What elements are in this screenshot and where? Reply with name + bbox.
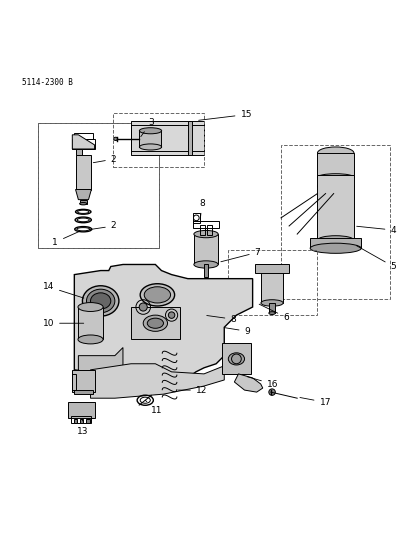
Bar: [73, 419, 77, 423]
Ellipse shape: [194, 230, 218, 238]
Bar: [86, 419, 90, 423]
Bar: [222, 343, 251, 374]
Bar: [228, 251, 317, 315]
Text: 17: 17: [300, 398, 331, 407]
Bar: [200, 225, 205, 235]
Bar: [204, 264, 208, 277]
Text: 3: 3: [141, 118, 154, 136]
Bar: [74, 390, 93, 394]
Ellipse shape: [91, 293, 111, 309]
Bar: [317, 175, 354, 240]
Text: 6: 6: [259, 304, 289, 321]
Bar: [76, 149, 82, 155]
Ellipse shape: [144, 287, 171, 303]
Bar: [207, 225, 212, 235]
Ellipse shape: [114, 137, 118, 141]
Bar: [74, 133, 93, 139]
Text: 11: 11: [145, 400, 163, 415]
Text: 10: 10: [42, 319, 84, 328]
Text: 2: 2: [93, 155, 116, 164]
Ellipse shape: [310, 243, 361, 253]
Bar: [68, 402, 95, 418]
Bar: [131, 125, 204, 151]
Text: 15: 15: [199, 110, 252, 120]
Bar: [131, 307, 180, 340]
Ellipse shape: [228, 353, 244, 365]
Text: 5114-2300 B: 5114-2300 B: [22, 78, 73, 87]
Bar: [269, 303, 275, 313]
Circle shape: [139, 303, 147, 311]
Ellipse shape: [80, 203, 87, 205]
Text: 8: 8: [199, 199, 205, 220]
Text: 8: 8: [207, 314, 236, 324]
Polygon shape: [74, 264, 253, 394]
Bar: [139, 131, 162, 147]
Ellipse shape: [317, 209, 354, 216]
Bar: [310, 238, 361, 248]
Bar: [261, 269, 283, 303]
Ellipse shape: [194, 261, 218, 268]
Bar: [78, 307, 103, 340]
Ellipse shape: [317, 183, 354, 190]
Bar: [72, 139, 95, 149]
Text: 12: 12: [178, 385, 207, 394]
Circle shape: [269, 389, 275, 395]
Ellipse shape: [269, 312, 275, 314]
Bar: [188, 120, 192, 155]
Ellipse shape: [140, 284, 175, 306]
Polygon shape: [75, 190, 91, 200]
Text: 1: 1: [52, 231, 80, 247]
Bar: [194, 234, 218, 264]
Ellipse shape: [317, 236, 354, 245]
Ellipse shape: [82, 286, 119, 316]
Ellipse shape: [78, 303, 103, 311]
Bar: [38, 123, 160, 248]
Ellipse shape: [78, 335, 103, 344]
Text: 4: 4: [357, 225, 396, 235]
Ellipse shape: [261, 300, 283, 306]
Text: 7: 7: [221, 248, 260, 262]
Polygon shape: [78, 348, 123, 380]
Bar: [72, 374, 76, 390]
Ellipse shape: [261, 265, 283, 272]
Text: 9: 9: [225, 327, 250, 336]
Text: 13: 13: [77, 419, 88, 435]
Polygon shape: [234, 374, 263, 392]
Circle shape: [169, 312, 175, 318]
Ellipse shape: [140, 128, 162, 134]
Ellipse shape: [317, 191, 354, 199]
Bar: [80, 200, 87, 204]
Bar: [255, 264, 289, 272]
Polygon shape: [91, 364, 224, 398]
Bar: [131, 120, 204, 155]
Bar: [193, 213, 200, 223]
Ellipse shape: [143, 315, 168, 332]
Bar: [113, 112, 204, 167]
Ellipse shape: [317, 174, 354, 181]
Ellipse shape: [86, 289, 115, 313]
Bar: [317, 153, 354, 177]
Ellipse shape: [317, 147, 354, 159]
Bar: [38, 123, 160, 248]
Ellipse shape: [140, 144, 162, 150]
Text: 16: 16: [247, 377, 278, 389]
Text: 5: 5: [356, 246, 396, 271]
Text: 14: 14: [43, 282, 84, 298]
Bar: [281, 145, 390, 299]
Bar: [76, 155, 91, 190]
Bar: [72, 370, 95, 392]
Text: 2: 2: [89, 222, 116, 230]
Polygon shape: [72, 135, 95, 149]
Bar: [80, 419, 83, 423]
Bar: [193, 221, 219, 228]
Ellipse shape: [317, 200, 354, 208]
Bar: [71, 416, 91, 423]
Ellipse shape: [147, 318, 164, 328]
